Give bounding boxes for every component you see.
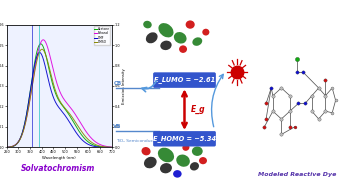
Text: E_g: E_g: [191, 105, 205, 114]
FancyBboxPatch shape: [154, 131, 216, 146]
Text: E_LUMO = −2.61: E_LUMO = −2.61: [154, 76, 215, 83]
Text: CB: CB: [113, 81, 122, 86]
Ellipse shape: [182, 144, 190, 151]
Ellipse shape: [179, 45, 187, 53]
Ellipse shape: [174, 32, 186, 44]
Text: E_HOMO = −5.34: E_HOMO = −5.34: [153, 135, 216, 142]
Y-axis label: Emission Intensity: Emission Intensity: [122, 68, 126, 104]
Text: TiO₂ Semiconductor: TiO₂ Semiconductor: [116, 139, 159, 143]
Ellipse shape: [192, 37, 202, 46]
Legend: Acetone, Ethanol, DMF, DMSO: Acetone, Ethanol, DMF, DMSO: [94, 26, 110, 45]
Ellipse shape: [144, 157, 157, 168]
Ellipse shape: [186, 20, 195, 29]
Ellipse shape: [199, 157, 207, 164]
Text: VB: VB: [113, 124, 122, 129]
Ellipse shape: [160, 163, 172, 173]
X-axis label: Wavelength (nm): Wavelength (nm): [42, 156, 76, 160]
Text: Modeled Reactive Dye: Modeled Reactive Dye: [258, 172, 337, 177]
Ellipse shape: [158, 23, 174, 37]
Ellipse shape: [173, 170, 182, 178]
Ellipse shape: [141, 147, 151, 155]
Ellipse shape: [160, 41, 172, 50]
Ellipse shape: [192, 146, 203, 156]
Ellipse shape: [146, 32, 158, 43]
Ellipse shape: [176, 155, 190, 167]
Ellipse shape: [190, 162, 199, 170]
FancyBboxPatch shape: [154, 73, 216, 88]
Ellipse shape: [158, 148, 174, 162]
Text: Solvatochromism: Solvatochromism: [20, 164, 95, 173]
Ellipse shape: [202, 29, 210, 36]
Ellipse shape: [143, 21, 152, 28]
